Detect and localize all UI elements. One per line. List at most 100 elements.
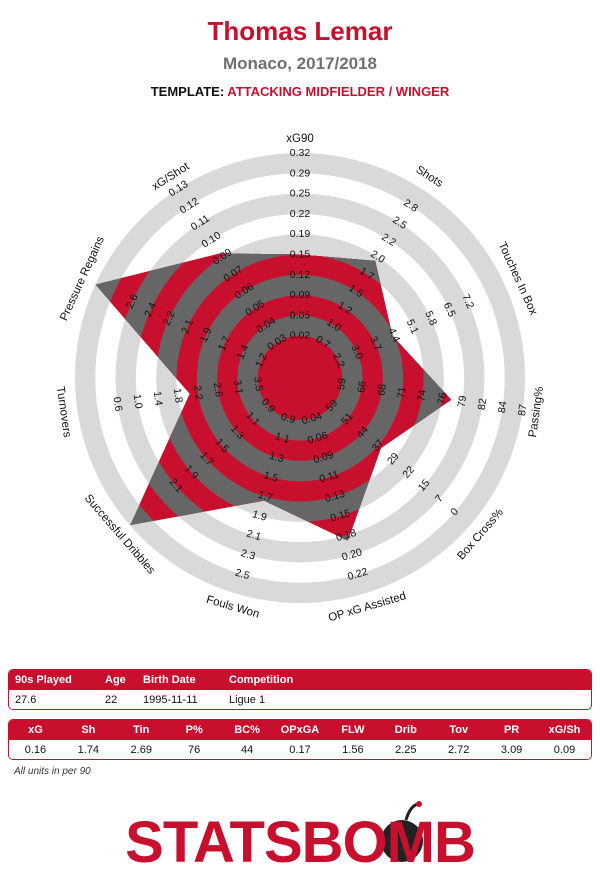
radar-tick-label: 1.9 — [198, 326, 215, 344]
stats-value-cell: 2.72 — [447, 743, 470, 756]
radar-tick-label: 0.05 — [290, 309, 311, 321]
radar-tick-label: 0.25 — [290, 188, 311, 200]
info-table-row: 27.6 22 1995-11-11 Ligue 1 — [9, 690, 591, 709]
radar-tick-label: 1.4 — [151, 390, 165, 406]
radar-tick-label: 1.2 — [253, 351, 270, 369]
stats-header-cell: Drib — [394, 724, 417, 736]
radar-tick-label: 1.7 — [216, 334, 233, 352]
radar-tick-label: 0.29 — [290, 167, 311, 179]
radar-tick-label: 2.5 — [234, 567, 252, 583]
radar-tick-label: 6.5 — [441, 301, 458, 319]
template-label: TEMPLATE: — [150, 84, 225, 99]
radar-axis-label: Passing% — [527, 386, 546, 438]
stats-value-cell: 0.16 — [24, 743, 47, 756]
info-table-header: 90s Played Age Birth Date Competition — [9, 670, 591, 690]
radar-tick-label: 1.0 — [131, 393, 145, 409]
stats-value-cell: 0.09 — [553, 743, 576, 756]
radar-tick-label: 79 — [456, 395, 470, 408]
radar-tick-label: 68 — [375, 383, 389, 396]
radar-tick-label: 1.9 — [251, 508, 269, 524]
radar-tick-label: 59 — [335, 377, 349, 390]
stats-header-cell: FLW — [341, 724, 365, 736]
bomb-icon — [381, 820, 423, 862]
stats-header-cell: xG — [28, 724, 43, 736]
stats-header-cell: Tov — [449, 724, 469, 736]
stats-header-cell: Tin — [133, 724, 150, 736]
radar-tick-label: 3.7 — [367, 334, 384, 352]
stats-value-cell: 2.69 — [130, 743, 152, 756]
radar-tick-label: 0.32 — [290, 147, 311, 159]
radar-tick-label: 0.22 — [290, 208, 311, 220]
radar-tick-label: 0.13 — [323, 488, 346, 505]
stats-value-cell: 2.25 — [395, 743, 417, 756]
radar-tick-label: 1.1 — [274, 430, 292, 446]
radar-tick-label: 0.19 — [290, 228, 311, 240]
radar-tick-label: 2.1 — [245, 528, 263, 544]
radar-tick-label: 2.3 — [239, 547, 257, 563]
stats-value-cell: 3.09 — [500, 743, 523, 756]
footnote: All units in per 90 — [14, 766, 91, 777]
info-value-cell: 22 — [105, 693, 118, 706]
radar-tick-label: 87 — [516, 403, 530, 416]
stats-value-cell: 0.17 — [289, 743, 311, 756]
radar-tick-label: 2.2 — [191, 385, 205, 401]
radar-tick-label: 0.06 — [306, 429, 329, 446]
radar-tick-label: 0.9 — [279, 411, 297, 427]
radar-tick-label: 5.8 — [422, 309, 439, 327]
radar-tick-label: 82 — [476, 397, 490, 410]
logo-text: STATSBOMB — [125, 810, 475, 872]
info-header-cell: Age — [105, 674, 126, 686]
statsbomb-logo: STATSBOMB — [125, 801, 476, 872]
radar-tick-label: 1.4 — [235, 343, 252, 361]
radar-tick-label: 2.6 — [124, 292, 141, 310]
radar-tick-label: 1.7 — [256, 489, 274, 505]
stats-header-cell: P% — [185, 724, 203, 736]
radar-tick-label: 0.18 — [335, 527, 358, 544]
info-table: 90s Played Age Birth Date Competition 27… — [8, 669, 592, 710]
radar-tick-label: 3.1 — [231, 379, 245, 395]
radar-tick-label: 1.5 — [262, 469, 280, 485]
radar-tick-label: 71 — [395, 386, 409, 399]
radar-tick-label: 3.0 — [348, 343, 365, 361]
radar-tick-label: 2.4 — [142, 301, 159, 319]
info-header-cell: Birth Date — [143, 674, 196, 686]
radar-tick-label: 0.11 — [318, 468, 340, 485]
info-header-cell: Competition — [229, 674, 294, 686]
radar-area-center — [278, 356, 322, 400]
radar-tick-label: 0.15 — [290, 249, 311, 261]
radar-tick-label: 74 — [415, 389, 429, 402]
radar-tick-label: 2.6 — [211, 382, 225, 398]
radar-tick-label: 0.09 — [290, 289, 311, 301]
stats-header-cell: BC% — [234, 724, 260, 736]
radar-tick-label: 0.22 — [346, 566, 369, 583]
stats-table: xG Sh Tin P% BC% OPxGA FLW Drib Tov PR xG/Sh 0.16 1… — [8, 719, 592, 760]
stats-value-cell: 1.56 — [342, 743, 364, 756]
radar-axis-label: xG90 — [286, 133, 314, 145]
radar-tick-label: 0.04 — [300, 410, 323, 427]
radar-tick-label: 0.20 — [341, 546, 364, 563]
stats-value-cell: 44 — [240, 743, 254, 756]
radar-tick-label: 2.2 — [161, 309, 178, 327]
stats-header-cell: xG/Sh — [548, 724, 581, 736]
radar-tick-label: 0.09 — [312, 449, 335, 466]
stats-value-cell: 76 — [188, 743, 201, 756]
template-value: ATTACKING MIDFIELDER / WINGER — [227, 84, 450, 99]
info-value-cell: 1995-11-11 — [143, 693, 198, 706]
radar-tick-label: 0.02 — [290, 330, 311, 342]
info-value-cell: 27.6 — [15, 693, 37, 706]
radar-tick-label: 7.2 — [459, 292, 476, 310]
radar-tick-label: 0.12 — [290, 269, 311, 281]
radar-tick-label: 0.6 — [111, 396, 125, 412]
stats-header-cell: OPxGA — [280, 724, 320, 736]
radar-tick-label: 84 — [496, 400, 510, 413]
radar-tick-label: 66 — [355, 380, 369, 393]
player-name: Thomas Lemar — [207, 16, 393, 46]
radar-axis-label: Turnovers — [54, 386, 73, 439]
radar-tick-label: 76 — [436, 392, 450, 405]
radar-tick-label: 2.1 — [179, 317, 196, 335]
radar-tick-label: 5.1 — [404, 318, 421, 336]
team-season: Monaco, 2017/2018 — [222, 54, 378, 73]
bomb-spark — [416, 801, 422, 807]
stats-header-cell: PR — [503, 724, 520, 736]
radar-tick-label: 4.4 — [385, 326, 402, 344]
